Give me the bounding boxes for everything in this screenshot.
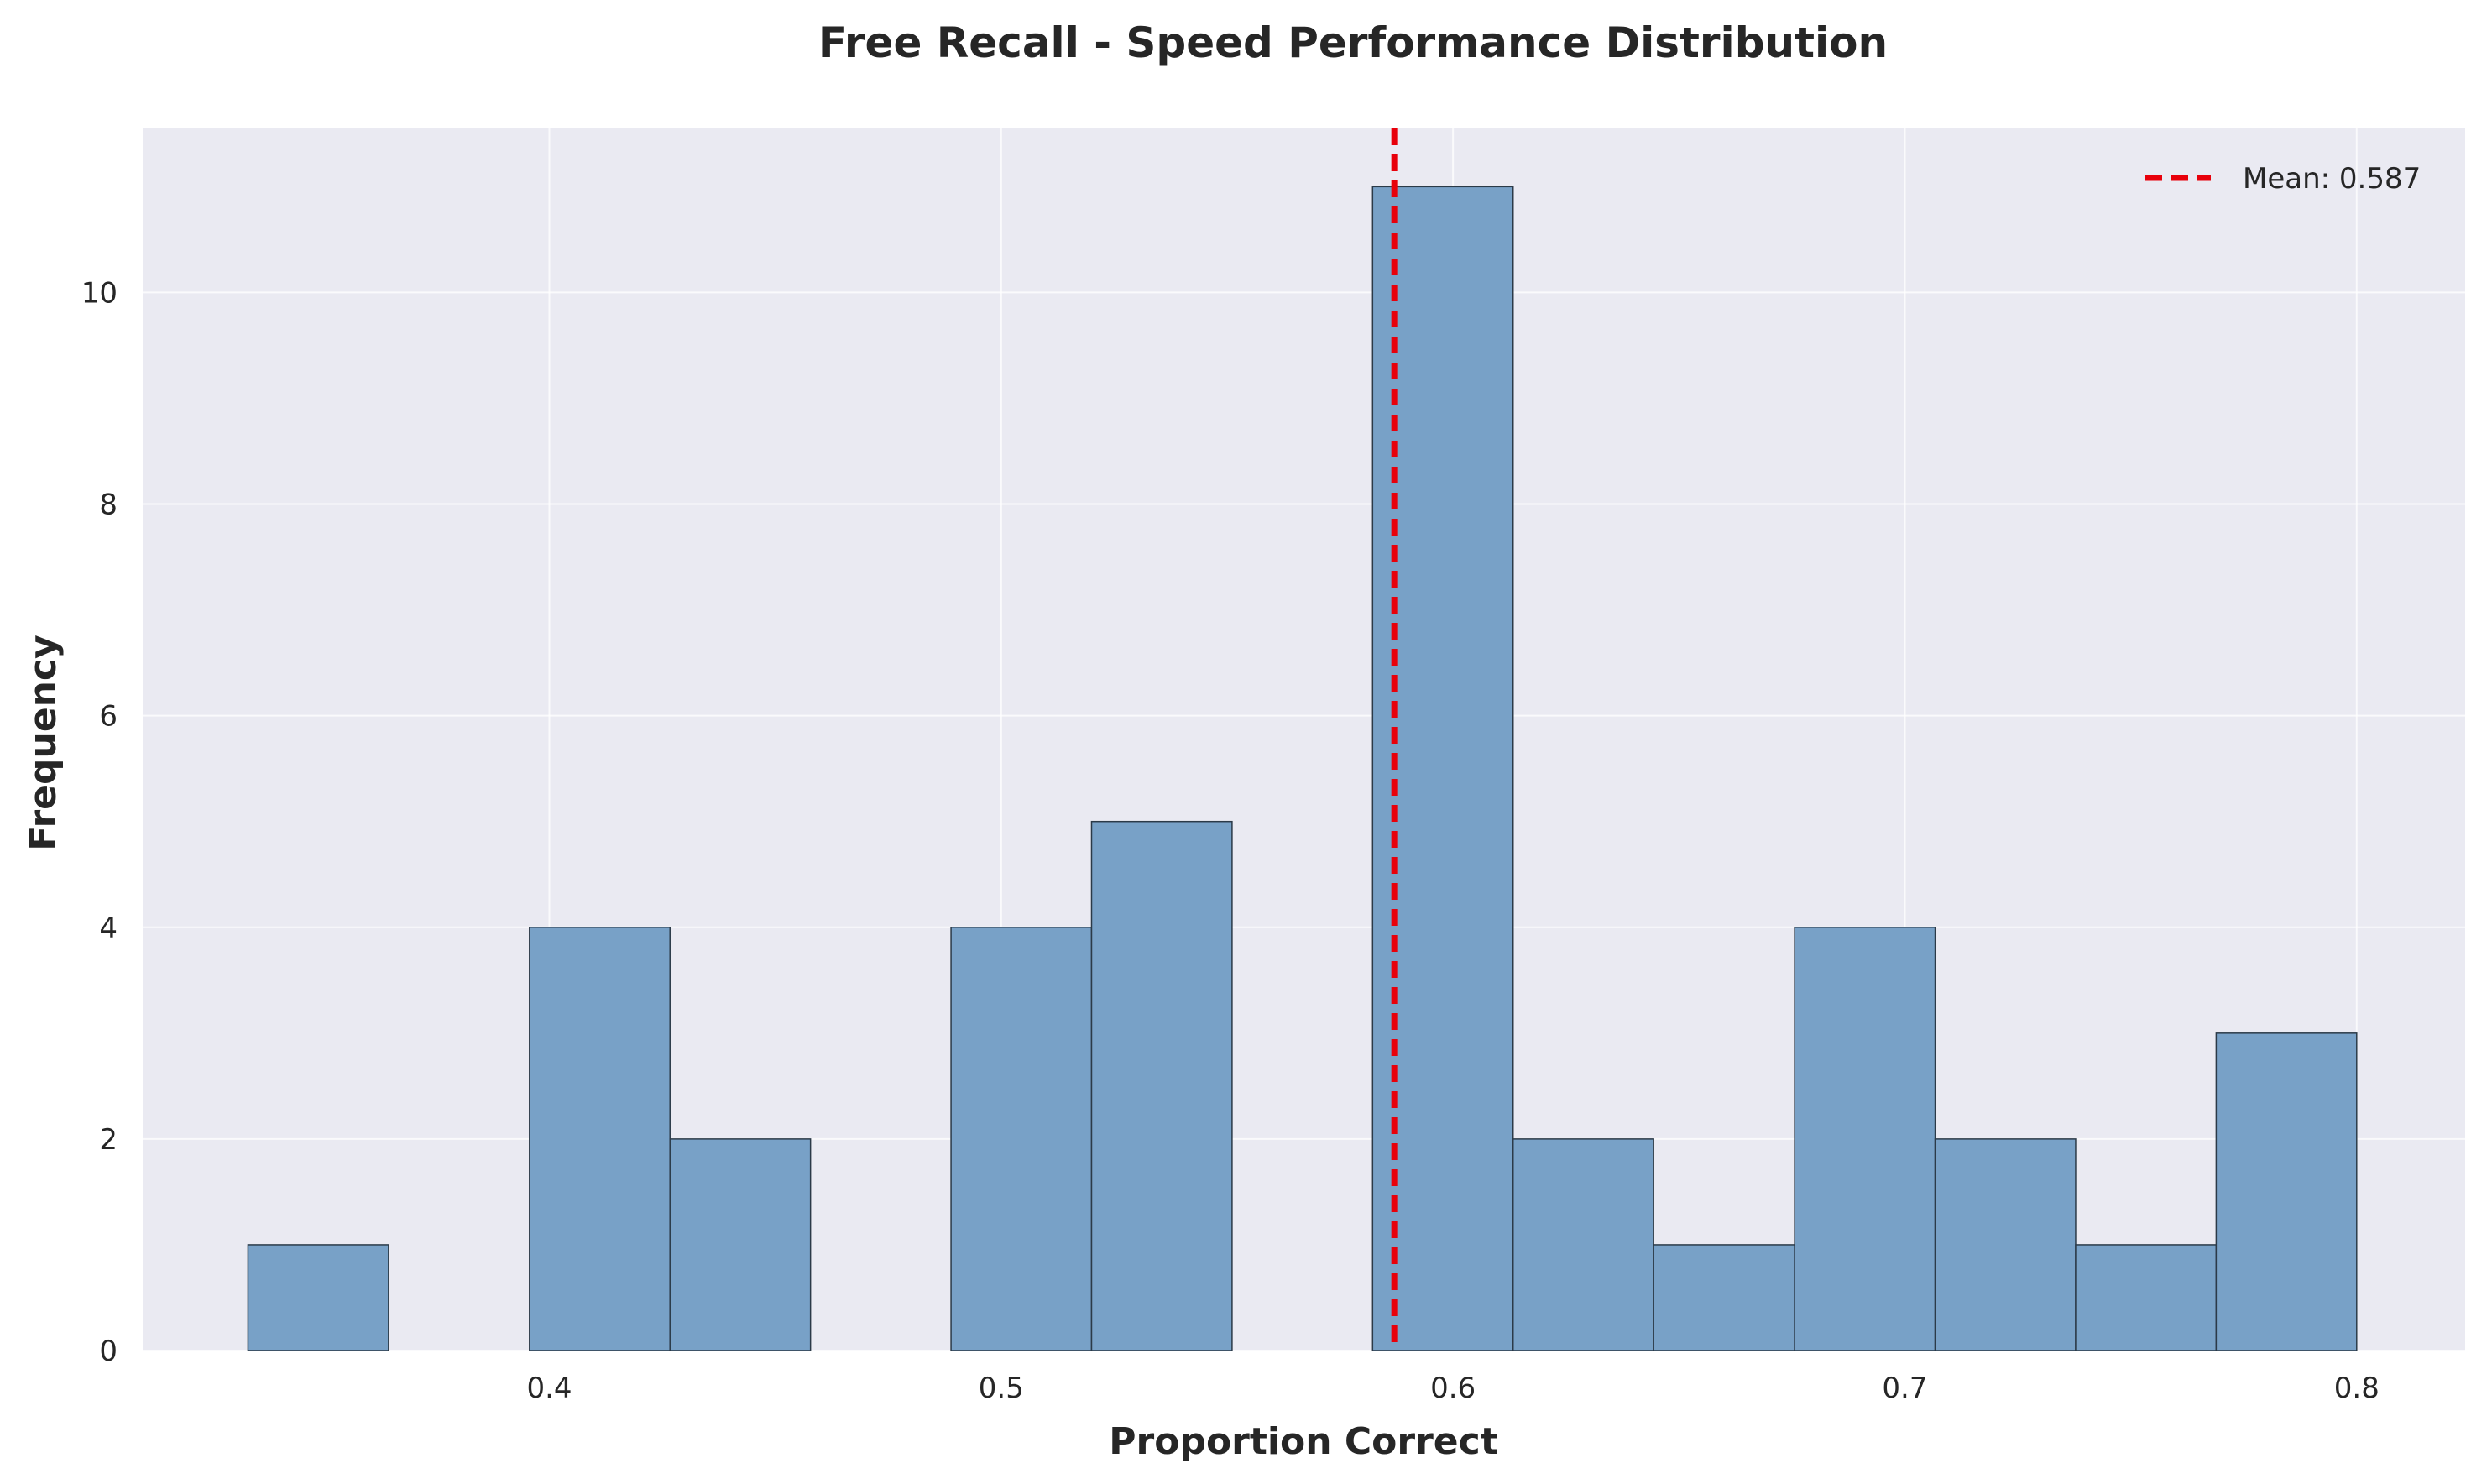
histogram-bar-12: [1934, 1138, 2077, 1351]
legend-mean-label: Mean: 0.587: [2243, 162, 2421, 196]
y-tick-label: 2: [99, 1123, 118, 1157]
x-axis-ticks: 0.4 0.5 0.6 0.7 0.8: [526, 1372, 2379, 1405]
x-tick-label: 0.4: [526, 1372, 572, 1405]
histogram-bar-2: [529, 927, 671, 1351]
y-tick-label: 8: [99, 489, 118, 522]
x-tick-label: 0.6: [1430, 1372, 1476, 1405]
histogram-bar-6: [1090, 820, 1233, 1351]
legend: Mean: 0.587: [2145, 162, 2421, 196]
y-tick-label: 0: [99, 1335, 118, 1368]
x-tick-label: 0.7: [1882, 1372, 1927, 1405]
histogram-bar-3: [669, 1138, 812, 1351]
y-tick-label: 4: [99, 912, 118, 945]
x-tick-label: 0.5: [979, 1372, 1024, 1405]
histogram-bar-9: [1512, 1138, 1654, 1351]
histogram-bar-5: [950, 927, 1093, 1351]
histogram-bar-10: [1653, 1244, 1795, 1351]
chart-title: Free Recall - Speed Performance Distribu…: [818, 18, 1888, 67]
y-tick-label: 10: [81, 276, 118, 310]
y-axis-label: Frequency: [22, 635, 65, 851]
histogram-bar-13: [2075, 1244, 2218, 1351]
histogram-bar-14: [2215, 1032, 2358, 1351]
x-axis-label: Proportion Correct: [1109, 1420, 1497, 1463]
plot-area: [143, 128, 2465, 1351]
histogram-bar-11: [1794, 927, 1936, 1351]
x-tick-label: 0.8: [2334, 1372, 2380, 1405]
y-tick-label: 6: [99, 700, 118, 734]
y-axis-ticks: 0 2 4 6 8 10: [81, 276, 118, 1368]
histogram-bar-0: [247, 1244, 389, 1351]
histogram-bars: [247, 186, 2358, 1351]
